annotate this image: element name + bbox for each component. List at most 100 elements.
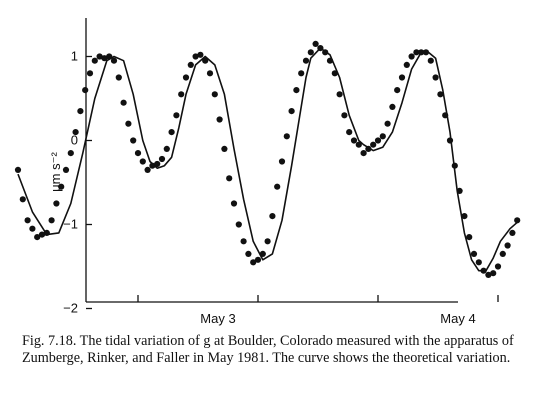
measurement-point — [307, 49, 314, 56]
measurement-point — [346, 129, 353, 136]
y-tick-label: 0 — [71, 133, 78, 148]
measurement-point — [202, 57, 209, 64]
measurement-point — [370, 141, 377, 148]
measurement-point — [245, 250, 252, 257]
figure-caption: Fig. 7.18. The tidal variation of g at B… — [22, 333, 514, 366]
measurement-point — [490, 270, 497, 277]
measurement-point — [350, 137, 358, 144]
y-tick-label: −1 — [63, 217, 78, 232]
chart-ticks: −2 −1 0 1 May 3 May 4 — [63, 49, 499, 326]
measurement-point — [197, 51, 204, 58]
measurement-point — [499, 250, 506, 257]
measurement-point — [240, 238, 247, 245]
measurement-point — [514, 217, 521, 224]
measurement-point — [82, 87, 89, 94]
theory-curve — [17, 47, 521, 272]
measurement-point — [269, 213, 276, 220]
measurement-point — [456, 187, 463, 194]
measurement-point — [86, 70, 94, 77]
y-tick-label: −2 — [63, 301, 78, 316]
measurement-point — [130, 137, 137, 144]
measurement-point — [475, 259, 482, 266]
measurement-point — [125, 120, 132, 127]
measurement-point — [264, 238, 271, 245]
measurement-point — [19, 196, 26, 203]
measurement-point — [154, 160, 161, 168]
measurement-point — [163, 145, 170, 152]
measurement-point — [341, 112, 348, 119]
measurement-point — [322, 49, 329, 56]
measurement-point — [408, 53, 415, 60]
measurement-point — [504, 242, 511, 249]
measurement-point — [226, 175, 233, 182]
measurement-point — [250, 259, 257, 266]
measurement-point — [115, 74, 122, 81]
measurement-point — [509, 229, 516, 236]
measurement-point — [192, 53, 199, 60]
measurement-point — [106, 53, 113, 60]
measurement-point — [14, 166, 22, 173]
measurement-point — [413, 49, 420, 56]
measurement-point — [384, 120, 391, 127]
measurement-point — [389, 103, 396, 110]
measurement-point — [403, 61, 410, 68]
x-tick-label: May 3 — [200, 311, 235, 326]
measurement-point — [206, 70, 214, 77]
measurement-point — [29, 225, 36, 232]
measurement-point — [288, 108, 295, 115]
measurement-point — [187, 61, 194, 68]
measurement-point — [101, 55, 108, 62]
measurement-point — [278, 158, 286, 165]
measurement-point — [336, 91, 343, 98]
measurement-point — [67, 150, 74, 157]
measurement-point — [374, 137, 382, 144]
measurement-point — [446, 137, 454, 144]
measurement-point — [365, 145, 372, 152]
measurement-point — [312, 40, 319, 48]
measurement-point — [24, 217, 31, 224]
measurement-point — [139, 158, 146, 165]
measurement-point — [480, 267, 487, 274]
measurement-point — [293, 87, 300, 94]
measurement-point — [485, 271, 492, 278]
measurement-point — [43, 229, 50, 236]
measurement-point — [355, 141, 362, 148]
measurement-point — [53, 200, 60, 207]
measurement-point — [259, 250, 266, 257]
measurement-point — [432, 74, 439, 81]
measurement-point — [302, 57, 310, 64]
measurement-point — [283, 133, 290, 140]
measurement-point — [168, 129, 175, 136]
measurement-point — [144, 166, 151, 173]
measurement-point — [149, 162, 156, 169]
measurement-point — [77, 108, 84, 115]
measurement-point — [34, 234, 41, 241]
measurement-points-layer — [14, 40, 521, 278]
measurement-point — [422, 49, 430, 56]
measurement-point — [211, 91, 218, 98]
measurement-point — [235, 221, 242, 228]
measurement-point — [427, 57, 434, 64]
measurement-point — [230, 200, 238, 207]
measurement-point — [72, 129, 79, 136]
measurement-point — [326, 57, 334, 64]
measurement-point — [58, 183, 65, 190]
measurement-point — [394, 87, 401, 94]
measurement-point — [360, 150, 367, 157]
measurement-point — [470, 250, 478, 257]
measurement-point — [178, 91, 185, 98]
measurement-point — [120, 99, 127, 106]
measurement-point — [418, 49, 425, 56]
y-tick-label: 1 — [71, 49, 78, 64]
measurement-point — [451, 162, 458, 169]
measurement-point — [494, 263, 502, 270]
measurement-point — [38, 231, 46, 238]
x-tick-label: May 4 — [440, 311, 475, 326]
measurement-point — [96, 53, 103, 60]
measurement-point — [134, 150, 142, 157]
measurement-point — [182, 74, 190, 81]
measurement-point — [461, 213, 468, 220]
measurement-point — [442, 112, 449, 119]
measurement-point — [110, 57, 118, 64]
measurement-point — [379, 133, 386, 140]
